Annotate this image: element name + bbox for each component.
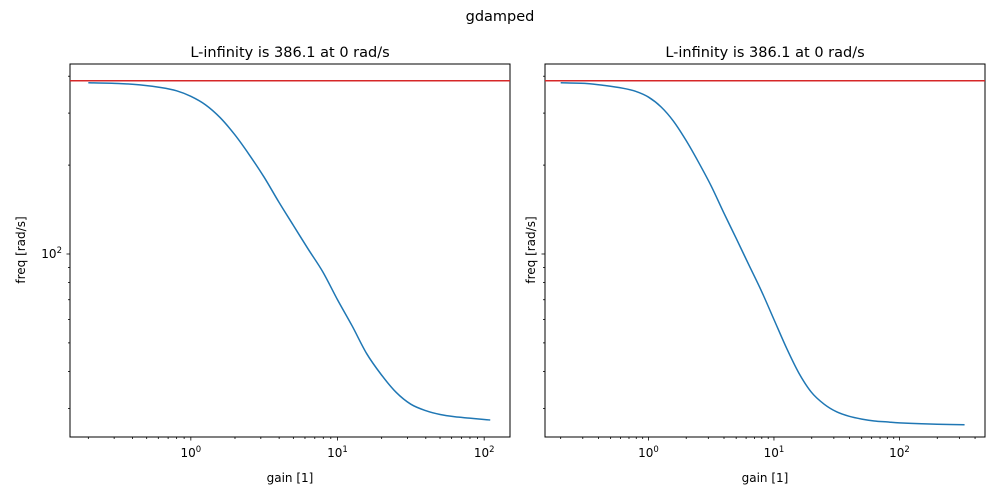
left-plot-frame (69, 63, 511, 438)
left-x-tick-label: 101 (327, 445, 348, 460)
right-xlabel: gain [1] (742, 471, 789, 485)
right-x-tick-label: 100 (638, 445, 659, 460)
figure-suptitle: gdamped (466, 9, 535, 25)
right-axes: L-infinity is 386.1 at 0 rad/s 100 101 102… (524, 45, 986, 485)
left-series-line (88, 82, 491, 421)
left-y-tick-label: 102 (41, 246, 62, 261)
right-ylabel: freq [rad/s] (524, 216, 538, 283)
right-x-tick-label: 101 (764, 445, 785, 460)
left-ticks: 100 101 102 102 (41, 75, 495, 460)
left-axes: L-infinity is 386.1 at 0 rad/s 100 101 102… (14, 45, 511, 485)
right-plot-frame (544, 63, 986, 438)
right-x-tick-label: 102 (889, 445, 910, 460)
left-x-tick-label: 100 (180, 445, 201, 460)
right-ticks: 100 101 102 (541, 75, 976, 460)
left-title: L-infinity is 386.1 at 0 rad/s (190, 45, 389, 61)
left-x-tick-label: 102 (474, 445, 495, 460)
left-xlabel: gain [1] (267, 471, 314, 485)
right-title: L-infinity is 386.1 at 0 rad/s (665, 45, 864, 61)
left-ylabel: freq [rad/s] (14, 216, 28, 283)
right-series-line (560, 82, 965, 426)
